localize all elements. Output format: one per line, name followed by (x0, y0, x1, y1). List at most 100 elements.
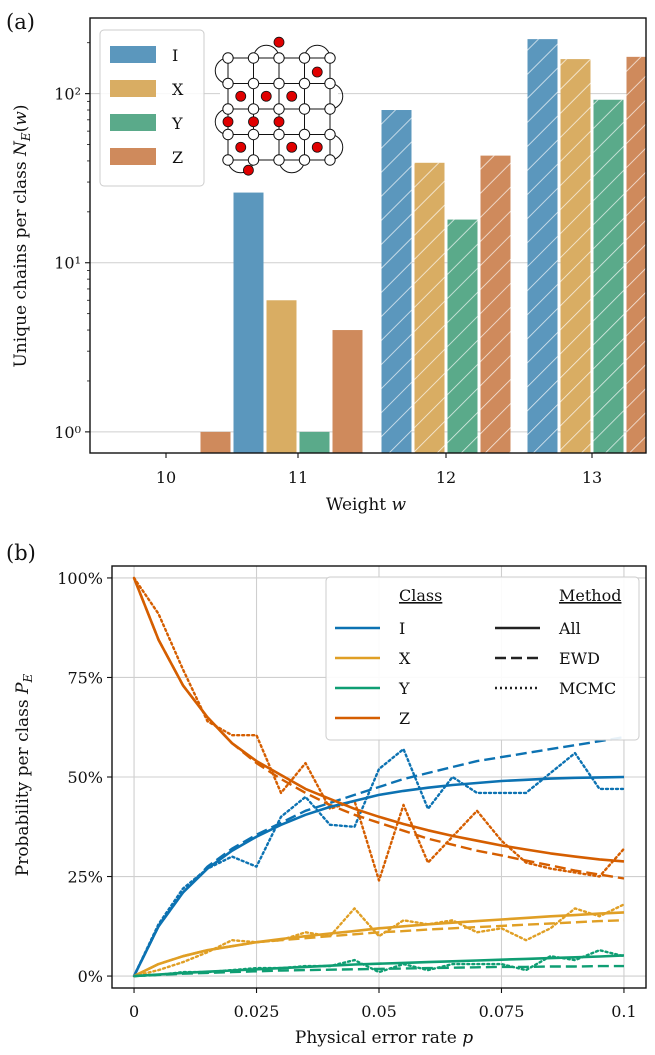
chart-b-x-ticks: 0 0.025 0.05 0.075 0.1 (129, 988, 637, 1021)
legend-b-class-label-i: I (399, 619, 405, 638)
chart-b-y-ticks: 0% 25% 50% 75% 100% (57, 569, 112, 986)
lattice-qubit (299, 78, 309, 88)
chart-b-y-tick-label: 0% (78, 967, 103, 986)
chart-b-x-tick-label: 0.05 (361, 1002, 397, 1021)
lattice-error-dot (243, 165, 253, 175)
lattice-qubit (299, 129, 309, 139)
bar-hatch (627, 57, 655, 455)
legend-b-method-label-mcmc: MCMC (559, 679, 616, 698)
lattice-qubit (248, 155, 258, 165)
chart-a-y-tick-label: 10⁰ (54, 423, 81, 442)
lattice-qubit (248, 78, 258, 88)
bar-hatch (594, 100, 624, 455)
legend-a-label-i: I (172, 46, 178, 65)
lattice-qubit (274, 78, 284, 88)
bar-hatch (448, 220, 478, 455)
lattice-qubit (223, 78, 233, 88)
chart-a-y-tick-label: 10¹ (54, 254, 81, 273)
lattice-error-dot (223, 117, 233, 127)
lattice-qubit (223, 104, 233, 114)
legend-a-swatch-z (110, 148, 156, 165)
chart-b-y-axis-label: Probability per class PE (13, 674, 35, 877)
lattice-qubit (223, 155, 233, 165)
lattice-inset (215, 37, 343, 180)
lattice-error-dot (274, 117, 284, 127)
chart-a-x-ticks: 10 11 12 13 (156, 453, 602, 487)
legend-a-swatch-y (110, 114, 156, 131)
lattice-qubit (299, 53, 309, 63)
bar-x-w11 (267, 300, 297, 455)
lattice-error-dot (287, 142, 297, 152)
lattice-error-dot (236, 142, 246, 152)
lattice-qubit (299, 104, 309, 114)
chart-b-y-tick-label: 75% (67, 668, 103, 687)
chart-b-x-axis-label: Physical error rate p (295, 1028, 473, 1048)
legend-b-class-label-x: X (399, 649, 411, 668)
bar-hatch (528, 39, 558, 455)
chart-b-y-tick-label: 50% (67, 768, 103, 787)
lattice-qubit (274, 129, 284, 139)
lattice-qubit (274, 155, 284, 165)
legend-a-label-x: X (172, 80, 184, 99)
chart-b-x-tick-label: 0.1 (611, 1002, 636, 1021)
lattice-qubit (274, 104, 284, 114)
lattice-qubit (223, 53, 233, 63)
legend-a-label-y: Y (171, 114, 183, 133)
lattice-qubit (325, 104, 335, 114)
bar-i-w11 (234, 193, 264, 455)
chart-a-y-ticks: 10⁰ 10¹ 10² (54, 43, 90, 442)
chart-b-x-tick-label: 0.025 (234, 1002, 280, 1021)
lattice-error-dot (261, 91, 271, 101)
legend-a-swatch-x (110, 80, 156, 97)
chart-b-y-tick-label: 100% (57, 569, 103, 588)
lattice-qubit (325, 129, 335, 139)
lattice-qubit (248, 129, 258, 139)
lattice-qubit (248, 53, 258, 63)
lattice-qubit (299, 155, 309, 165)
legend-method-title: Method (559, 586, 621, 605)
chart-b-panel-label: (b) (6, 541, 36, 565)
chart-a-y-tick-label: 10² (54, 85, 81, 104)
lattice-qubit (223, 129, 233, 139)
bar-hatch (415, 163, 445, 455)
bar-z-w10 (201, 432, 231, 455)
legend-a-swatch-i (110, 46, 156, 63)
legend-class-title: Class (399, 586, 442, 605)
legend-b-method-label-ewd: EWD (559, 649, 600, 668)
bar-y-w11 (300, 432, 330, 455)
chart-a-x-tick-label: 12 (436, 468, 456, 487)
lattice-error-dot (236, 91, 246, 101)
lattice-qubit (274, 53, 284, 63)
chart-b: 0% 25% 50% 75% 100% 0 0.025 0.05 0.075 0.1 (b) P… (6, 541, 646, 1048)
chart-a-x-tick-label: 11 (288, 468, 308, 487)
chart-b-x-tick-label: 0 (129, 1002, 139, 1021)
lattice-error-dot (249, 117, 259, 127)
chart-a-x-axis-label: Weight w (326, 495, 407, 515)
chart-a-x-tick-label: 13 (582, 468, 602, 487)
legend-b-method-label-all: All (558, 619, 581, 638)
bar-hatch (382, 110, 412, 455)
lattice-qubit (248, 104, 258, 114)
lattice-error-dot (312, 67, 322, 77)
legend-b-class-label-y: Y (398, 679, 410, 698)
lattice-error-dot (312, 142, 322, 152)
bar-hatch (561, 59, 591, 455)
lattice-qubit (325, 155, 335, 165)
bar-z-w11 (333, 330, 363, 455)
legend-a-label-z: Z (172, 148, 183, 167)
lattice-error-dot (274, 37, 284, 47)
lattice-error-dot (287, 91, 297, 101)
chart-b-y-tick-label: 25% (67, 868, 103, 887)
bar-hatch (481, 156, 511, 455)
chart-a-panel-label: (a) (6, 10, 35, 34)
chart-b-x-tick-label: 0.075 (479, 1002, 525, 1021)
legend-b-class-label-z: Z (399, 709, 410, 728)
lattice-qubit (325, 53, 335, 63)
lattice-qubit (325, 78, 335, 88)
chart-a-x-tick-label: 10 (156, 468, 176, 487)
